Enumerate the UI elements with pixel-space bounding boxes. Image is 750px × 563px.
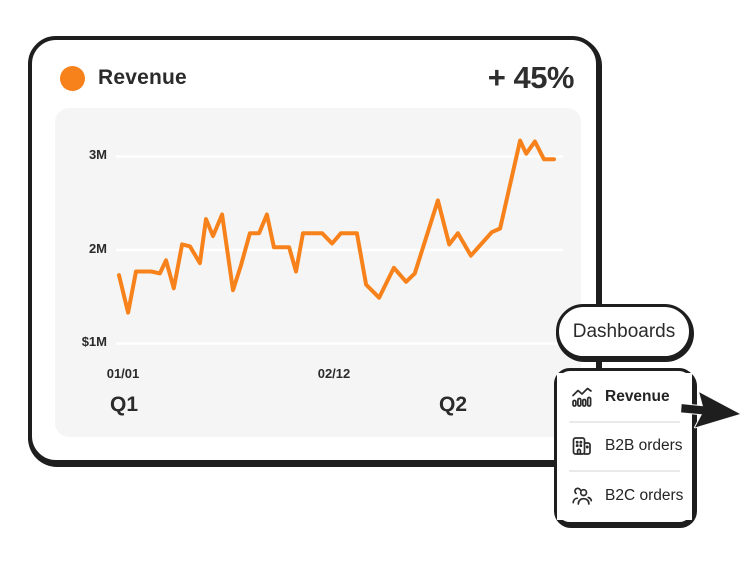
x-axis-tick-0212: 02/12 <box>317 366 351 381</box>
x-axis-tick-0101: 01/01 <box>106 366 140 381</box>
menu-divider <box>569 470 680 473</box>
menu-item-revenue[interactable]: Revenue <box>557 373 692 421</box>
dashboards-button[interactable]: Dashboards <box>556 304 692 359</box>
y-axis-tick-3m: 3M <box>88 147 107 162</box>
quarter-label-q2: Q2 <box>438 393 467 416</box>
menu-divider <box>569 420 680 423</box>
menu-item-label: B2B orders <box>605 437 683 455</box>
line-chart-icon <box>572 387 592 407</box>
menu-item-b2c-orders[interactable]: B2C orders <box>557 472 692 520</box>
dashboards-dropdown-menu: Revenue B2B orders <box>554 368 695 525</box>
people-icon <box>572 487 593 505</box>
revenue-card: Revenue + 45% 3M 2M $1M 01/01 02/12 Q1 Q… <box>28 36 600 464</box>
card-title: Revenue <box>98 66 187 89</box>
menu-item-label: Revenue <box>605 387 670 405</box>
revenue-line-chart <box>116 138 563 345</box>
quarter-label-q1: Q1 <box>109 393 138 416</box>
y-axis-tick-1m: $1M <box>81 334 107 349</box>
menu-item-b2b-orders[interactable]: B2B orders <box>557 422 692 471</box>
menu-item-label: B2C orders <box>605 487 684 505</box>
card-header: Revenue + 45% <box>32 40 596 96</box>
legend-dot-icon <box>60 65 85 91</box>
y-axis-tick-2m: 2M <box>88 241 107 256</box>
chart-panel: 3M 2M $1M 01/01 02/12 Q1 Q2 <box>55 108 581 437</box>
change-badge: + 45% <box>487 60 575 95</box>
building-icon <box>572 437 591 456</box>
